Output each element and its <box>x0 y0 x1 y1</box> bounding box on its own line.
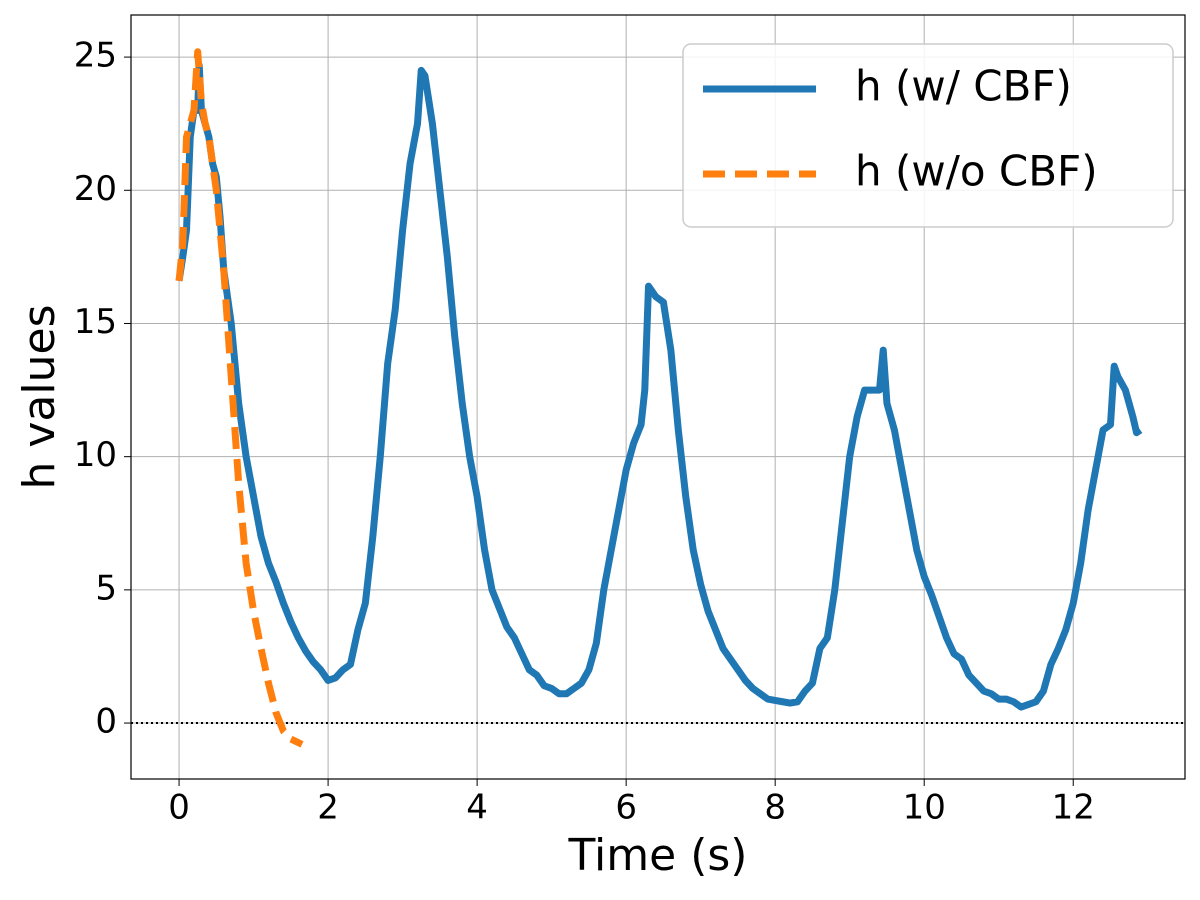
y-tick-label: 25 <box>74 36 117 76</box>
y-tick-label: 15 <box>74 302 117 342</box>
x-axis-label: Time (s) <box>568 830 748 881</box>
plot-frame <box>130 14 1186 780</box>
y-tick-label: 10 <box>74 435 117 475</box>
legend-label: h (w/o CBF) <box>855 147 1098 196</box>
x-tick-label: 4 <box>466 788 488 828</box>
series-line <box>175 48 304 748</box>
x-tick-label: 2 <box>317 788 339 828</box>
legend-label: h (w/ CBF) <box>855 62 1072 111</box>
series-line <box>175 61 1143 711</box>
y-tick-label: 0 <box>95 702 117 742</box>
x-tick-label: 8 <box>764 788 786 828</box>
x-tick-label: 10 <box>903 788 946 828</box>
x-tick-label: 12 <box>1052 788 1095 828</box>
y-tick-label: 5 <box>95 568 117 608</box>
y-axis-label: h values <box>14 305 65 490</box>
y-tick-label: 20 <box>74 169 117 209</box>
x-tick-label: 0 <box>168 788 190 828</box>
x-tick-label: 6 <box>615 788 637 828</box>
